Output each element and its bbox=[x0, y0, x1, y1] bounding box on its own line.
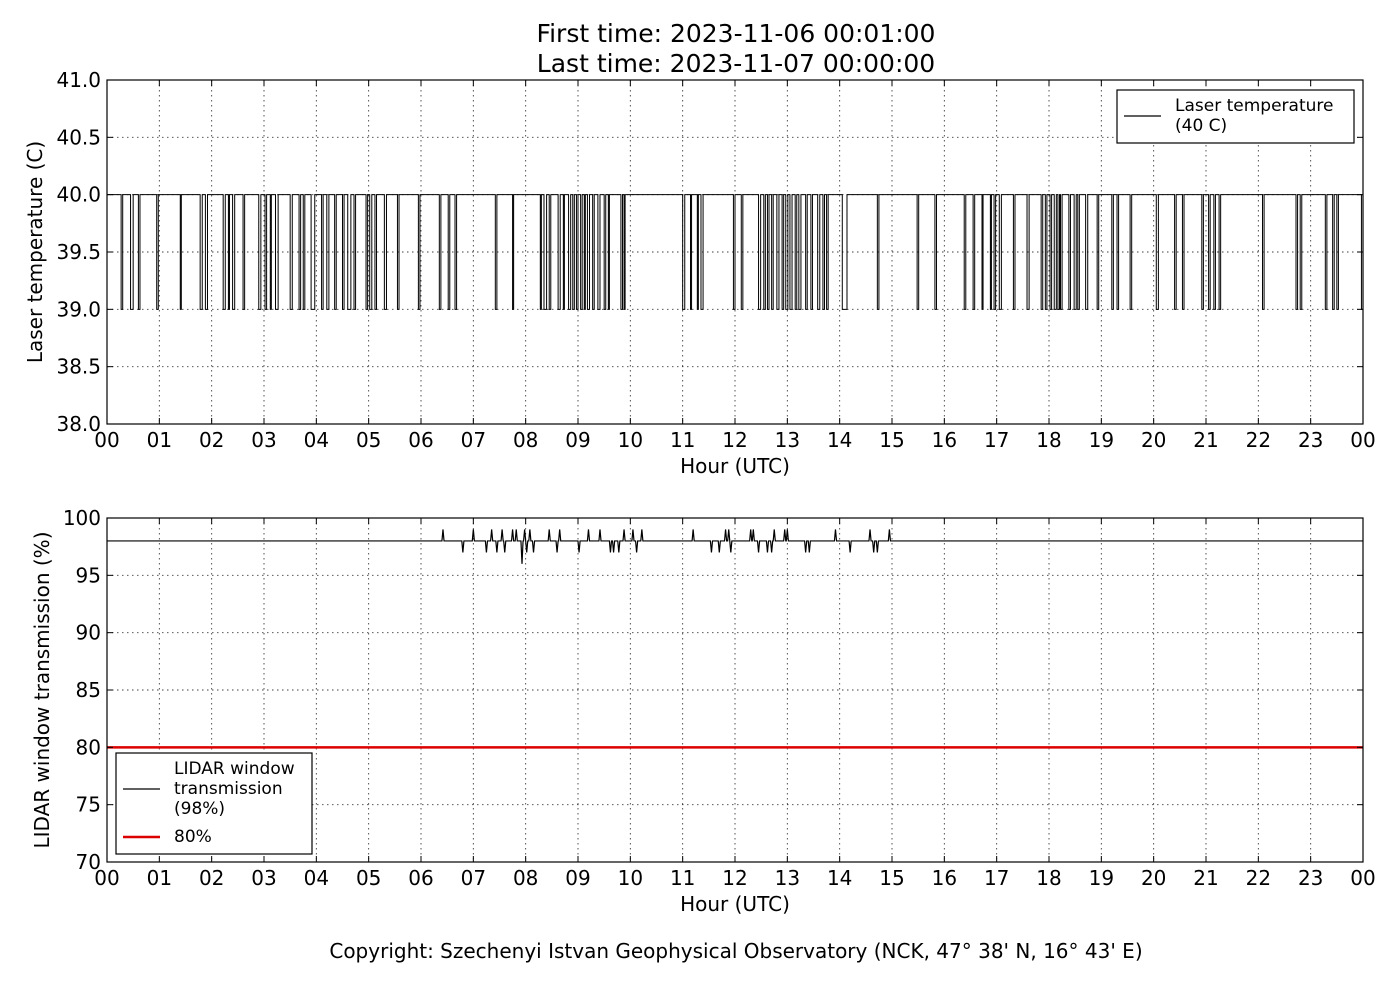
x-tick-label: 22 bbox=[1246, 428, 1271, 452]
legend-label: 80% bbox=[174, 827, 212, 847]
x-tick-label: 00 bbox=[1350, 428, 1375, 452]
x-tick-label: 17 bbox=[984, 866, 1009, 890]
first-time-title: First time: 2023-11-06 00:01:00 bbox=[537, 19, 936, 48]
x-tick-label: 18 bbox=[1036, 866, 1061, 890]
legend-label: LIDAR window transmission (98%) bbox=[174, 759, 295, 819]
x-tick-label: 00 bbox=[94, 866, 119, 890]
y-tick-label: 40.5 bbox=[56, 125, 101, 149]
x-tick-label: 11 bbox=[670, 866, 695, 890]
x-tick-label: 01 bbox=[147, 866, 172, 890]
x-tick-label: 13 bbox=[775, 428, 800, 452]
y-tick-label: 40.0 bbox=[56, 183, 101, 207]
y-tick-label: 39.5 bbox=[56, 240, 101, 264]
x-tick-label: 04 bbox=[304, 428, 329, 452]
x-tick-label: 10 bbox=[618, 428, 643, 452]
x-tick-label: 00 bbox=[1350, 866, 1375, 890]
laser-temperature-line bbox=[107, 194, 1364, 310]
x-tick-label: 18 bbox=[1036, 428, 1061, 452]
y-tick-label: 100 bbox=[63, 506, 101, 530]
x-tick-label: 14 bbox=[827, 866, 852, 890]
y-tick-label: 75 bbox=[76, 793, 101, 817]
legend: LIDAR window transmission (98%) 80% bbox=[115, 752, 313, 855]
x-tick-label: 08 bbox=[513, 866, 538, 890]
x-axis-label: Hour (UTC) bbox=[680, 892, 790, 916]
y-tick-label: 38.0 bbox=[56, 412, 101, 436]
y-tick-label: 70 bbox=[76, 850, 101, 874]
x-tick-label: 15 bbox=[879, 428, 904, 452]
x-tick-label: 22 bbox=[1246, 866, 1271, 890]
x-tick-label: 02 bbox=[199, 428, 224, 452]
legend: Laser temperature (40 C) bbox=[1116, 89, 1355, 144]
y-axis-label: LIDAR window transmission (%) bbox=[30, 532, 54, 849]
x-tick-label: 12 bbox=[722, 866, 747, 890]
x-tick-label: 16 bbox=[932, 428, 957, 452]
x-tick-label: 09 bbox=[565, 866, 590, 890]
x-tick-label: 17 bbox=[984, 428, 1009, 452]
x-tick-label: 23 bbox=[1298, 866, 1323, 890]
x-tick-label: 23 bbox=[1298, 428, 1323, 452]
x-tick-label: 09 bbox=[565, 428, 590, 452]
x-tick-label: 20 bbox=[1141, 866, 1166, 890]
last-time-title: Last time: 2023-11-07 00:00:00 bbox=[537, 49, 935, 78]
x-axis-label: Hour (UTC) bbox=[680, 454, 790, 478]
x-tick-label: 03 bbox=[251, 428, 276, 452]
x-tick-label: 01 bbox=[147, 428, 172, 452]
y-axis-label: Laser temperature (C) bbox=[23, 141, 47, 363]
x-tick-label: 00 bbox=[94, 428, 119, 452]
legend-label: Laser temperature (40 C) bbox=[1175, 96, 1333, 136]
x-tick-label: 10 bbox=[618, 866, 643, 890]
x-tick-label: 04 bbox=[304, 866, 329, 890]
x-tick-label: 05 bbox=[356, 428, 381, 452]
laser-temperature-panel: 00 01 02 03 04 05 06 07 08 09 10 11 12 13 14 15 16 17 18 19… bbox=[23, 68, 1376, 478]
x-tick-label: 12 bbox=[722, 428, 747, 452]
y-tick-label: 80 bbox=[76, 735, 101, 759]
x-tick-label: 16 bbox=[932, 866, 957, 890]
y-tick-label: 85 bbox=[76, 678, 101, 702]
x-tick-label: 21 bbox=[1193, 428, 1218, 452]
x-tick-label: 02 bbox=[199, 866, 224, 890]
x-tick-label: 07 bbox=[461, 866, 486, 890]
lidar-transmission-panel: 00 01 02 03 04 05 06 07 08 09 10 11 12 13 14 15 16 17 18 19… bbox=[30, 506, 1376, 916]
copyright-footer: Copyright: Szechenyi Istvan Geophysical … bbox=[329, 939, 1142, 963]
y-tick-label: 38.5 bbox=[56, 355, 101, 379]
y-tick-label: 90 bbox=[76, 621, 101, 645]
x-tick-label: 07 bbox=[461, 428, 486, 452]
x-tick-label: 06 bbox=[408, 428, 433, 452]
x-tick-label: 19 bbox=[1089, 428, 1114, 452]
x-tick-label: 05 bbox=[356, 866, 381, 890]
x-tick-label: 06 bbox=[408, 866, 433, 890]
y-tick-label: 95 bbox=[76, 563, 101, 587]
x-tick-label: 03 bbox=[251, 866, 276, 890]
x-tick-label: 20 bbox=[1141, 428, 1166, 452]
x-tick-label: 14 bbox=[827, 428, 852, 452]
x-tick-label: 08 bbox=[513, 428, 538, 452]
y-tick-label: 41.0 bbox=[56, 68, 101, 92]
x-tick-label: 11 bbox=[670, 428, 695, 452]
lidar-transmission-line bbox=[107, 529, 1363, 564]
x-tick-label: 15 bbox=[879, 866, 904, 890]
x-tick-label: 13 bbox=[775, 866, 800, 890]
legend-box bbox=[1116, 89, 1355, 144]
x-tick-label: 19 bbox=[1089, 866, 1114, 890]
y-tick-label: 39.0 bbox=[56, 297, 101, 321]
x-tick-label: 21 bbox=[1193, 866, 1218, 890]
